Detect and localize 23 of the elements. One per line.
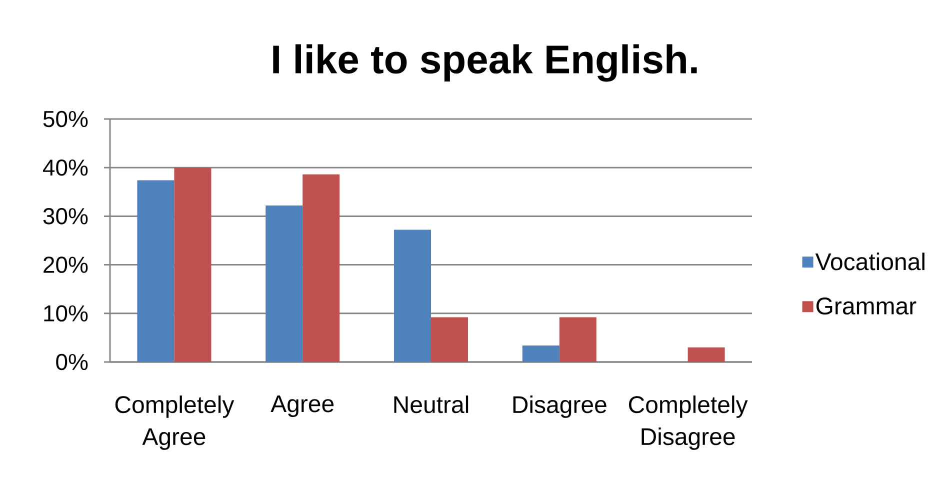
bar [522,345,560,362]
bar [394,230,432,362]
x-tick-label: Neutral [394,396,468,414]
y-tick-label: 40% [42,159,88,176]
x-tick-label: Agree [270,396,334,418]
y-tick-label: 30% [43,208,88,224]
bar [688,347,725,362]
bar [137,180,174,362]
bar [559,317,596,362]
x-tick-label: Completely Disagree [629,396,748,450]
y-tick-label: 0% [56,354,88,370]
y-tick-label: 50% [43,110,88,128]
x-tick-label: Completely Agree [115,396,234,450]
bar [174,168,212,362]
x-tick-label: Disagree [513,396,606,418]
y-tick-label: 20% [44,256,88,273]
y-tick-label: 10% [44,305,88,322]
legend-label: Vocational [815,252,924,270]
chart-title: I like to speak English. [273,44,697,82]
legend-label: Grammar [816,298,916,315]
bar [431,317,468,362]
bar [266,206,303,362]
bar [302,174,340,362]
